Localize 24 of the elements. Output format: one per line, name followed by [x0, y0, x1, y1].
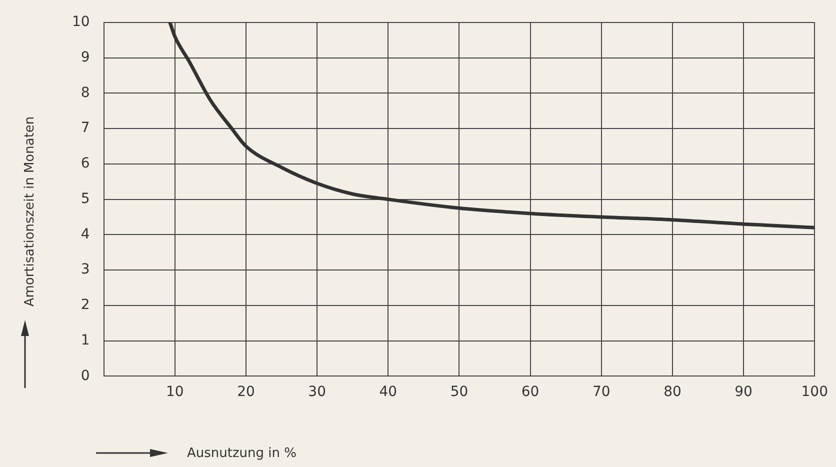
x-tick-label: 40 [379, 384, 398, 400]
line-series [168, 22, 815, 230]
y-tick-label: 6 [80, 156, 90, 172]
y-tick-label: 2 [80, 297, 90, 314]
y-tick-label: 7 [80, 120, 90, 136]
y-tick-label: 10 [72, 14, 90, 30]
y-tick-label: 8 [80, 84, 90, 101]
x-tick-label: 100 [801, 384, 828, 400]
x-tick-label: 50 [450, 384, 468, 400]
x-tick-label: 60 [521, 384, 540, 400]
x-tick-label: 10 [166, 384, 184, 400]
x-axis-title: Ausnutzung in % [187, 446, 297, 461]
x-tick-label: 90 [734, 384, 752, 400]
y-tick-label: 9 [80, 49, 90, 66]
x-tick-label: 80 [664, 384, 682, 400]
y-tick-label: 1 [80, 332, 90, 348]
y-axis-title: Amortisationszeit in Monaten [22, 115, 38, 309]
y-tick-label: 0 [80, 368, 90, 384]
x-tick-label: 20 [237, 384, 255, 400]
y-tick-label: 5 [80, 190, 90, 207]
y-tick-label: 3 [80, 262, 90, 278]
x-tick-label: 70 [592, 384, 610, 400]
x-tick-label: 30 [308, 384, 326, 400]
y-tick-label: 4 [80, 226, 90, 242]
